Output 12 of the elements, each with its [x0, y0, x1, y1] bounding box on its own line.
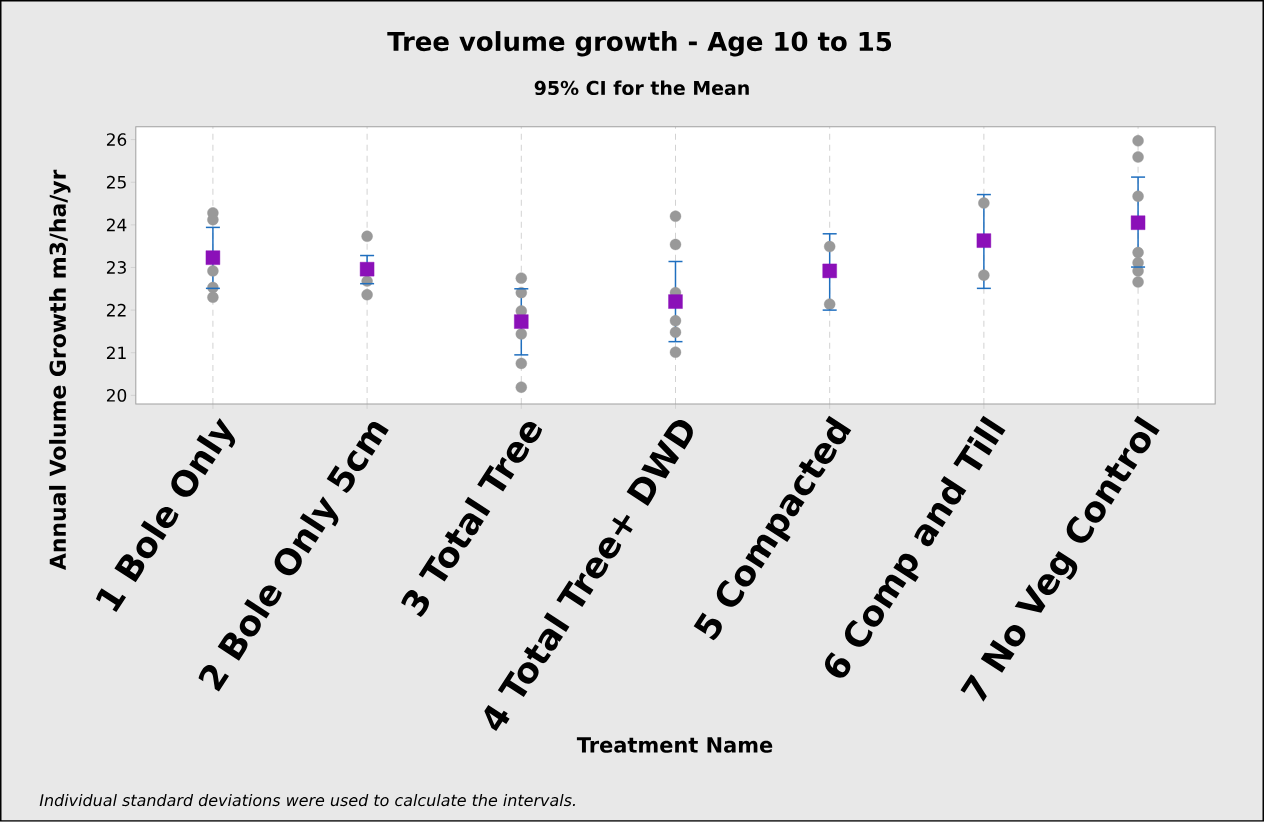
- text: Individual standard deviations were used to calculate the intervals.: [39, 793, 575, 807]
- y-tick-label: 21: [106, 346, 126, 360]
- y-tick-label: 24: [106, 218, 127, 232]
- y-tick-label: 20: [106, 389, 127, 402]
- chart-subtitle: 95% CI for the Mean: [534, 80, 749, 96]
- y-tick-label: 23: [106, 261, 126, 274]
- chart-title: Tree volume growth - Age 10 to 15: [387, 31, 892, 57]
- y-tick-label: 26: [106, 133, 127, 147]
- y-tick-label: 25: [106, 175, 126, 189]
- y-tick-label: 22: [106, 303, 126, 317]
- y-axis-title: Annual Volume Growth m3/ha/yr: [49, 169, 71, 571]
- x-axis-title: Treatment Name: [576, 737, 773, 753]
